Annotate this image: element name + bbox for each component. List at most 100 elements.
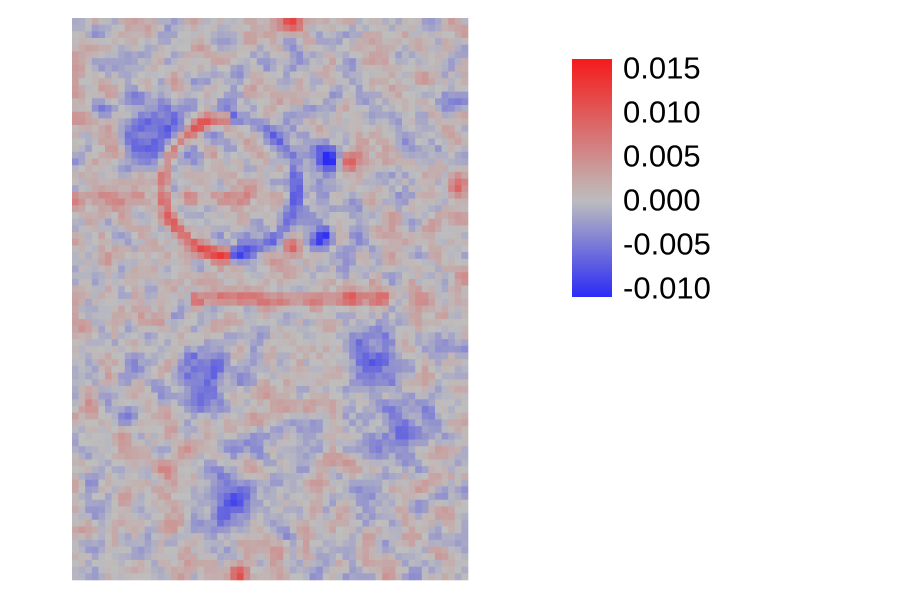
heatmap-cell — [421, 118, 429, 126]
heatmap-cell — [336, 58, 343, 66]
heatmap-cell — [184, 426, 192, 434]
heatmap-cell — [270, 165, 277, 173]
heatmap-cell — [197, 559, 205, 567]
heatmap-cell — [78, 71, 86, 79]
heatmap-cell — [355, 519, 363, 527]
heatmap-cell — [144, 539, 152, 547]
heatmap-cell — [270, 191, 277, 199]
heatmap-cell — [402, 158, 409, 166]
heatmap-cell — [316, 24, 324, 32]
heatmap-cell — [177, 145, 185, 153]
heatmap-cell — [91, 265, 99, 273]
heatmap-cell — [151, 479, 159, 487]
heatmap-cell — [98, 446, 106, 454]
heatmap-cell — [190, 292, 198, 300]
heatmap-cell — [164, 78, 172, 86]
heatmap-cell — [91, 104, 99, 112]
heatmap-cell — [118, 158, 126, 166]
heatmap-cell — [190, 412, 198, 420]
heatmap-cell — [138, 131, 145, 139]
heatmap-cell — [85, 546, 93, 554]
heatmap-cell — [256, 305, 264, 313]
heatmap-cell — [184, 513, 192, 521]
heatmap-cell — [336, 419, 343, 427]
heatmap-cell — [441, 198, 449, 206]
heatmap-cell — [435, 165, 442, 173]
heatmap-cell — [111, 38, 119, 46]
heatmap-cell — [124, 171, 132, 179]
heatmap-cell — [124, 459, 132, 467]
heatmap-cell — [270, 178, 277, 186]
heatmap-cell — [303, 479, 310, 487]
heatmap-cell — [388, 31, 396, 39]
heatmap-cell — [402, 419, 409, 427]
heatmap-cell — [138, 165, 145, 173]
heatmap-cell — [177, 78, 185, 86]
heatmap-cell — [441, 553, 449, 561]
heatmap-cell — [329, 352, 337, 360]
heatmap-cell — [256, 218, 264, 226]
heatmap-cell — [256, 466, 264, 474]
heatmap-cell — [184, 98, 192, 106]
heatmap-cell — [72, 245, 79, 253]
heatmap-cell — [237, 252, 244, 260]
heatmap-cell — [151, 486, 159, 494]
heatmap-cell — [355, 365, 363, 373]
heatmap-cell — [428, 104, 436, 112]
heatmap-cell — [105, 486, 112, 494]
heatmap-cell — [164, 439, 172, 447]
heatmap-cell — [256, 31, 264, 39]
heatmap-cell — [362, 24, 370, 32]
heatmap-cell — [124, 519, 132, 527]
heatmap-cell — [138, 225, 145, 233]
heatmap-cell — [91, 526, 99, 534]
heatmap-cell — [157, 38, 165, 46]
heatmap-cell — [329, 339, 337, 347]
heatmap-cell — [342, 205, 350, 213]
heatmap-cell — [217, 272, 225, 280]
heatmap-cell — [461, 526, 469, 534]
heatmap-cell — [131, 459, 139, 467]
heatmap-cell — [342, 312, 350, 320]
heatmap-cell — [316, 238, 324, 246]
heatmap-cell — [276, 278, 284, 286]
heatmap-cell — [388, 104, 396, 112]
heatmap-cell — [454, 171, 462, 179]
heatmap-cell — [171, 18, 178, 25]
heatmap-cell — [144, 352, 152, 360]
heatmap-cell — [184, 232, 192, 240]
heatmap-cell — [151, 513, 159, 521]
heatmap-cell — [164, 426, 172, 434]
heatmap-cell — [283, 64, 291, 72]
heatmap-cell — [336, 285, 343, 293]
heatmap-cell — [171, 145, 178, 153]
heatmap-cell — [91, 131, 99, 139]
heatmap-cell — [421, 212, 429, 220]
heatmap-cell — [362, 459, 370, 467]
heatmap-cell — [303, 466, 310, 474]
heatmap-cell — [118, 432, 126, 440]
heatmap-cell — [454, 78, 462, 86]
heatmap-cell — [78, 486, 86, 494]
heatmap-cell — [131, 345, 139, 353]
heatmap-cell — [72, 292, 79, 300]
heatmap-cell — [78, 31, 86, 39]
heatmap-cell — [171, 78, 178, 86]
heatmap-cell — [388, 145, 396, 153]
heatmap-cell — [421, 191, 429, 199]
heatmap-cell — [309, 446, 317, 454]
heatmap-cell — [349, 319, 357, 327]
heatmap-cell — [309, 312, 317, 320]
heatmap-cell — [435, 513, 442, 521]
heatmap-cell — [91, 145, 99, 153]
heatmap-cell — [408, 312, 416, 320]
heatmap-cell — [177, 499, 185, 507]
heatmap-cell — [157, 151, 165, 159]
heatmap-cell — [164, 212, 172, 220]
heatmap-cell — [421, 278, 429, 286]
heatmap-cell — [421, 151, 429, 159]
heatmap-cell — [309, 138, 317, 146]
heatmap-cell — [428, 446, 436, 454]
heatmap-cell — [111, 426, 119, 434]
heatmap-cell — [250, 285, 258, 293]
